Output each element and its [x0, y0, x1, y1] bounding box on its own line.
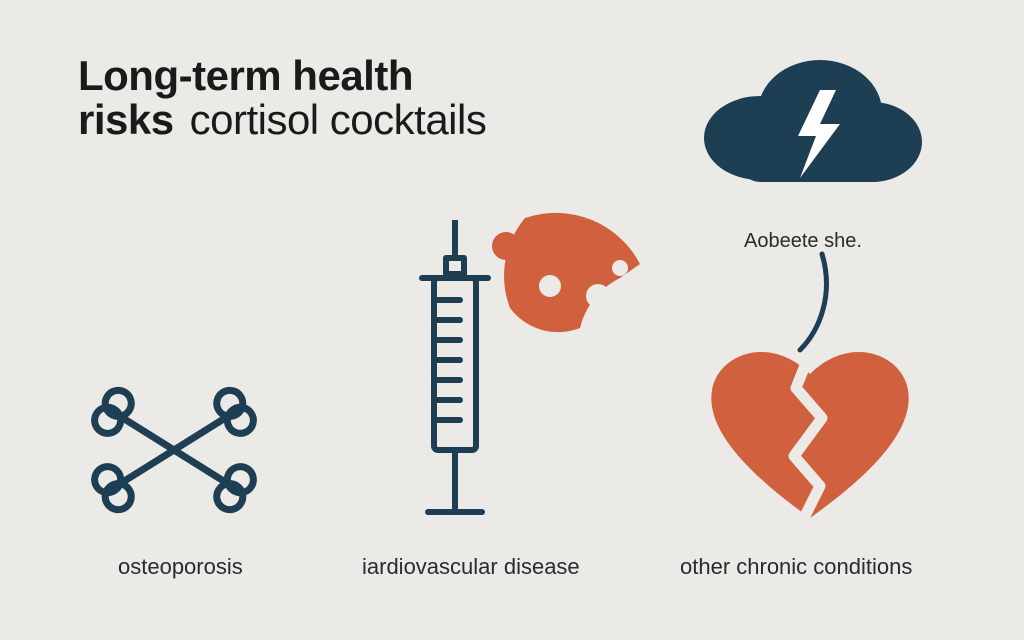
page-title: Long-term healthrisks cortisol cocktails	[78, 54, 486, 142]
title-line-1: Long-term health	[78, 54, 486, 98]
cardiovascular-label: iardiovascular disease	[362, 554, 580, 580]
infographic-canvas: Long-term healthriskscortisol cocktails …	[0, 0, 1024, 640]
organ-wedge-icon	[470, 168, 660, 348]
crossed-bones-icon	[64, 370, 284, 530]
title-line-2: risks cortisol cocktails	[78, 98, 486, 142]
osteoporosis-label: osteoporosis	[118, 554, 243, 580]
other-chronic-label: other chronic conditions	[680, 554, 912, 580]
title-line-2-bold: risks	[78, 96, 174, 143]
title-line-2-light: cortisol cocktails	[190, 96, 487, 143]
connector-line	[760, 250, 880, 370]
storm-cloud-icon	[680, 46, 930, 196]
